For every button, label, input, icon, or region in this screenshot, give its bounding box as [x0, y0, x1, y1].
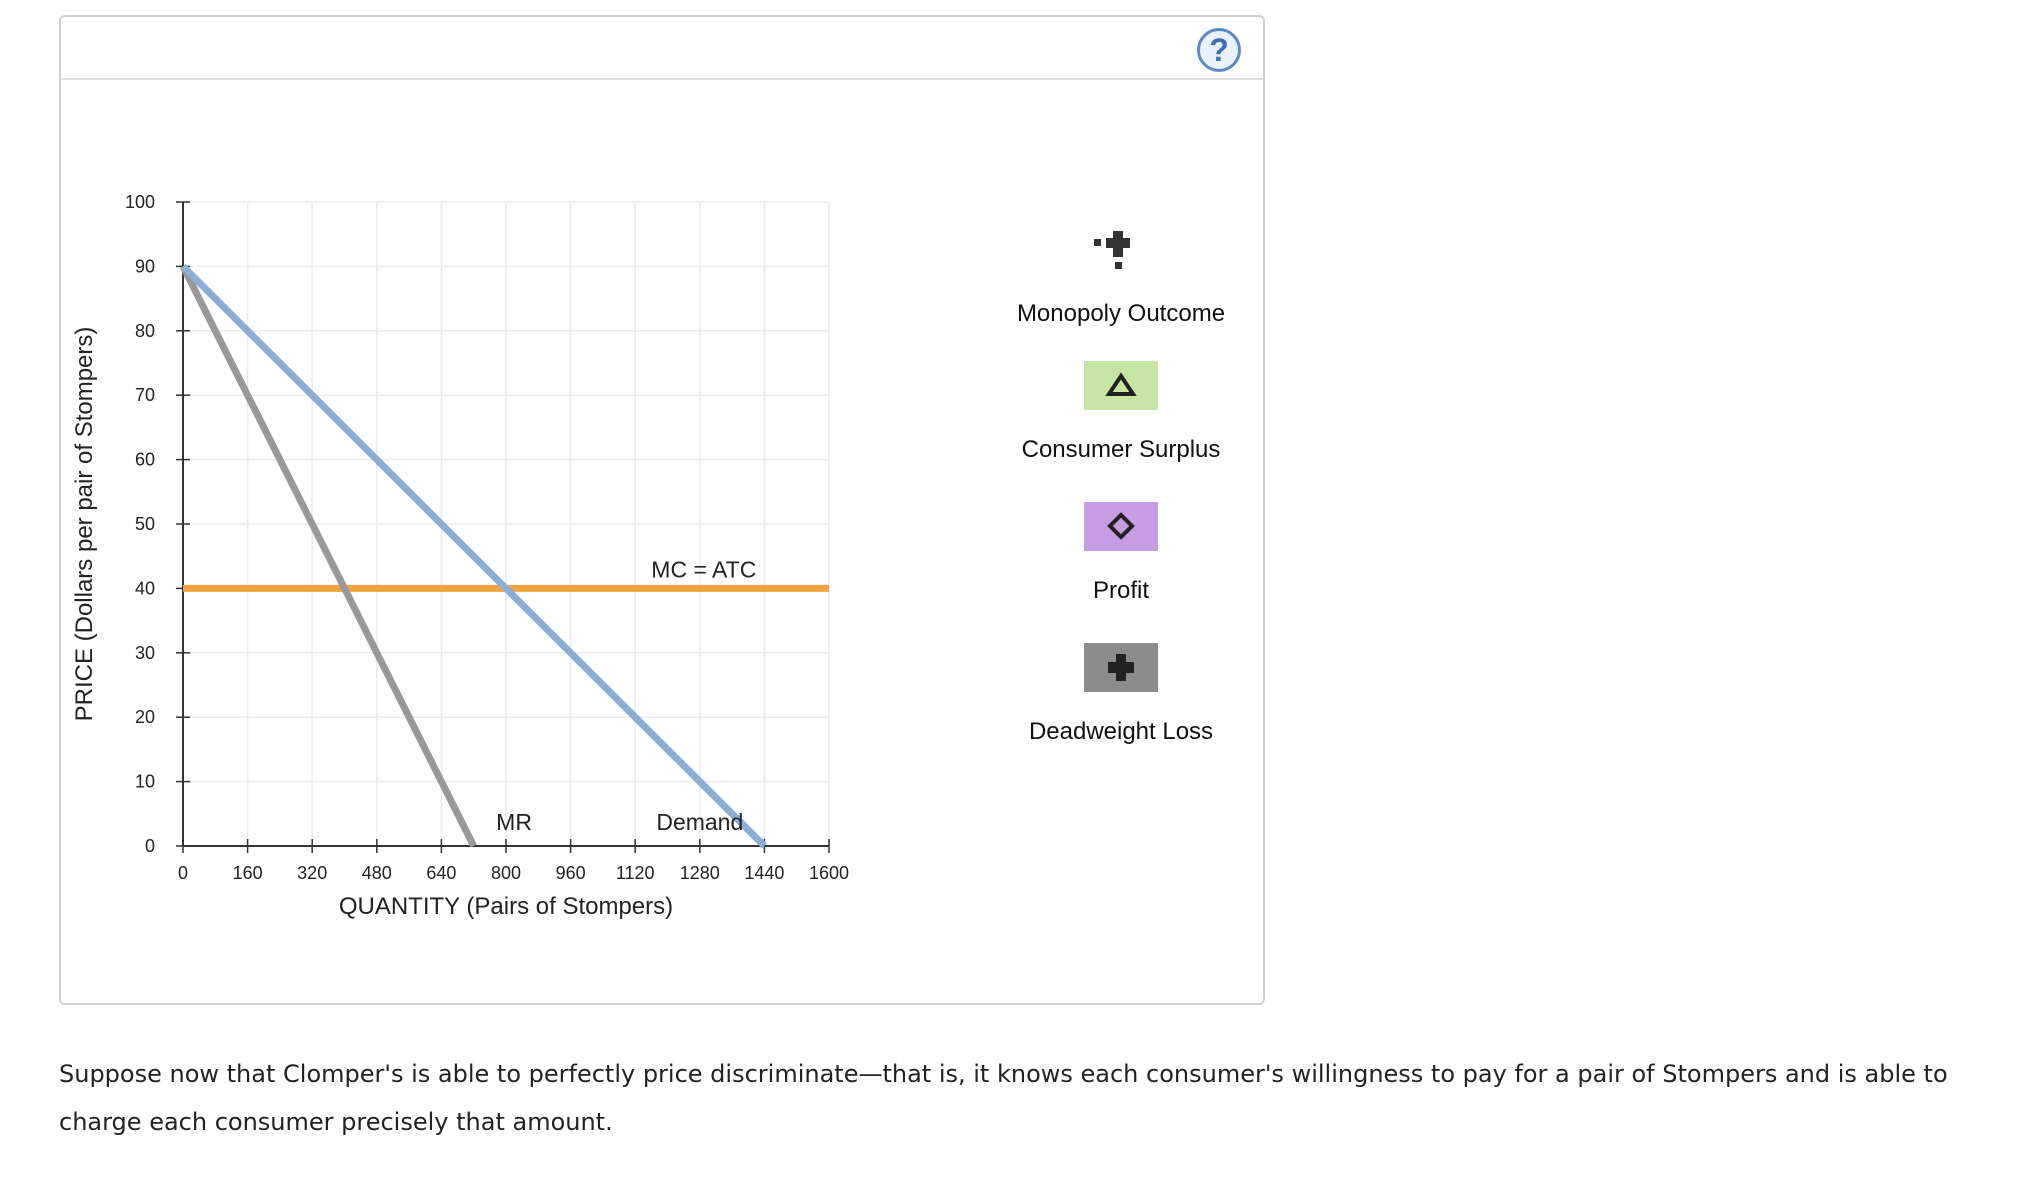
axes	[176, 201, 830, 853]
profit-tool[interactable]	[1084, 502, 1158, 551]
legend: Monopoly Outcome Consumer Surplus Profit	[61, 17, 1263, 1003]
legend-label: Profit	[1092, 577, 1149, 604]
grid	[183, 201, 830, 846]
y-tick-label: 10	[135, 772, 155, 792]
deadweight-loss-tool[interactable]	[1084, 643, 1158, 692]
plus-icon	[1094, 231, 1130, 269]
consumer-surplus-tool[interactable]	[1084, 361, 1158, 410]
diamond-icon	[1107, 512, 1135, 540]
monopoly-outcome-tool[interactable]	[1084, 225, 1158, 274]
y-tick-label: 80	[135, 321, 155, 341]
x-tick-label: 1280	[680, 863, 720, 883]
x-tick-label: 0	[178, 863, 188, 883]
legend-label: Deadweight Loss	[1028, 718, 1214, 745]
labels: 0 10 20 30 40 50 60 70 80 90 100 0 160 320 480 640 800 96…	[71, 192, 849, 920]
panel-header	[61, 17, 1263, 80]
demand-curve	[180, 263, 767, 849]
help-button[interactable]: ?	[1197, 28, 1241, 72]
y-tick-label: 50	[135, 514, 155, 534]
legend-item-profit[interactable]: Profit	[976, 502, 1266, 605]
legend-item-deadweight-loss[interactable]: Deadweight Loss	[976, 643, 1266, 746]
x-tick-label: 160	[233, 863, 263, 883]
y-tick-label: 30	[135, 643, 155, 663]
mc-atc-label: MC = ATC	[651, 556, 756, 582]
y-tick-label: 90	[135, 256, 155, 276]
demand-label: Demand	[656, 809, 743, 835]
x-axis-label: QUANTITY (Pairs of Stompers)	[339, 893, 673, 920]
x-tick-label: 1120	[616, 863, 655, 883]
legend-item-consumer-surplus[interactable]: Consumer Surplus	[976, 361, 1266, 464]
legend-label: Consumer Surplus	[1021, 436, 1221, 463]
y-tick-label: 60	[135, 450, 155, 470]
triangle-icon	[1105, 372, 1137, 396]
y-tick-label: 20	[135, 707, 155, 727]
question-text: Suppose now that Clomper's is able to pe…	[59, 1060, 1948, 1136]
x-tick-label: 1440	[744, 863, 784, 883]
x-tick-label: 1600	[809, 863, 849, 883]
y-axis-label: PRICE (Dollars per pair of Stompers)	[71, 327, 98, 722]
series	[179, 263, 829, 849]
graph-chart[interactable]: 0 10 20 30 40 50 60 70 80 90 100 0 160 320 480 640 800 96…	[61, 17, 1267, 1007]
y-tick-label: 0	[145, 836, 155, 856]
legend-label: Monopoly Outcome	[1016, 300, 1226, 327]
x-tick-label: 480	[362, 863, 392, 883]
mr-curve	[179, 264, 477, 848]
y-tick-label: 70	[135, 385, 155, 405]
mr-label: MR	[496, 809, 532, 835]
y-tick-label: 40	[135, 578, 155, 598]
x-tick-label: 800	[491, 863, 521, 883]
plus-icon	[1108, 654, 1134, 681]
x-tick-label: 640	[426, 863, 456, 883]
y-tick-label: 100	[125, 192, 155, 212]
legend-item-monopoly-outcome[interactable]: Monopoly Outcome	[976, 225, 1266, 328]
x-tick-label: 960	[556, 863, 586, 883]
graph-panel: ? 0 10 20 30 40 50 60 70 80 90 100 0 160 320 480 640 800…	[59, 15, 1265, 1005]
x-tick-label: 320	[297, 863, 327, 883]
